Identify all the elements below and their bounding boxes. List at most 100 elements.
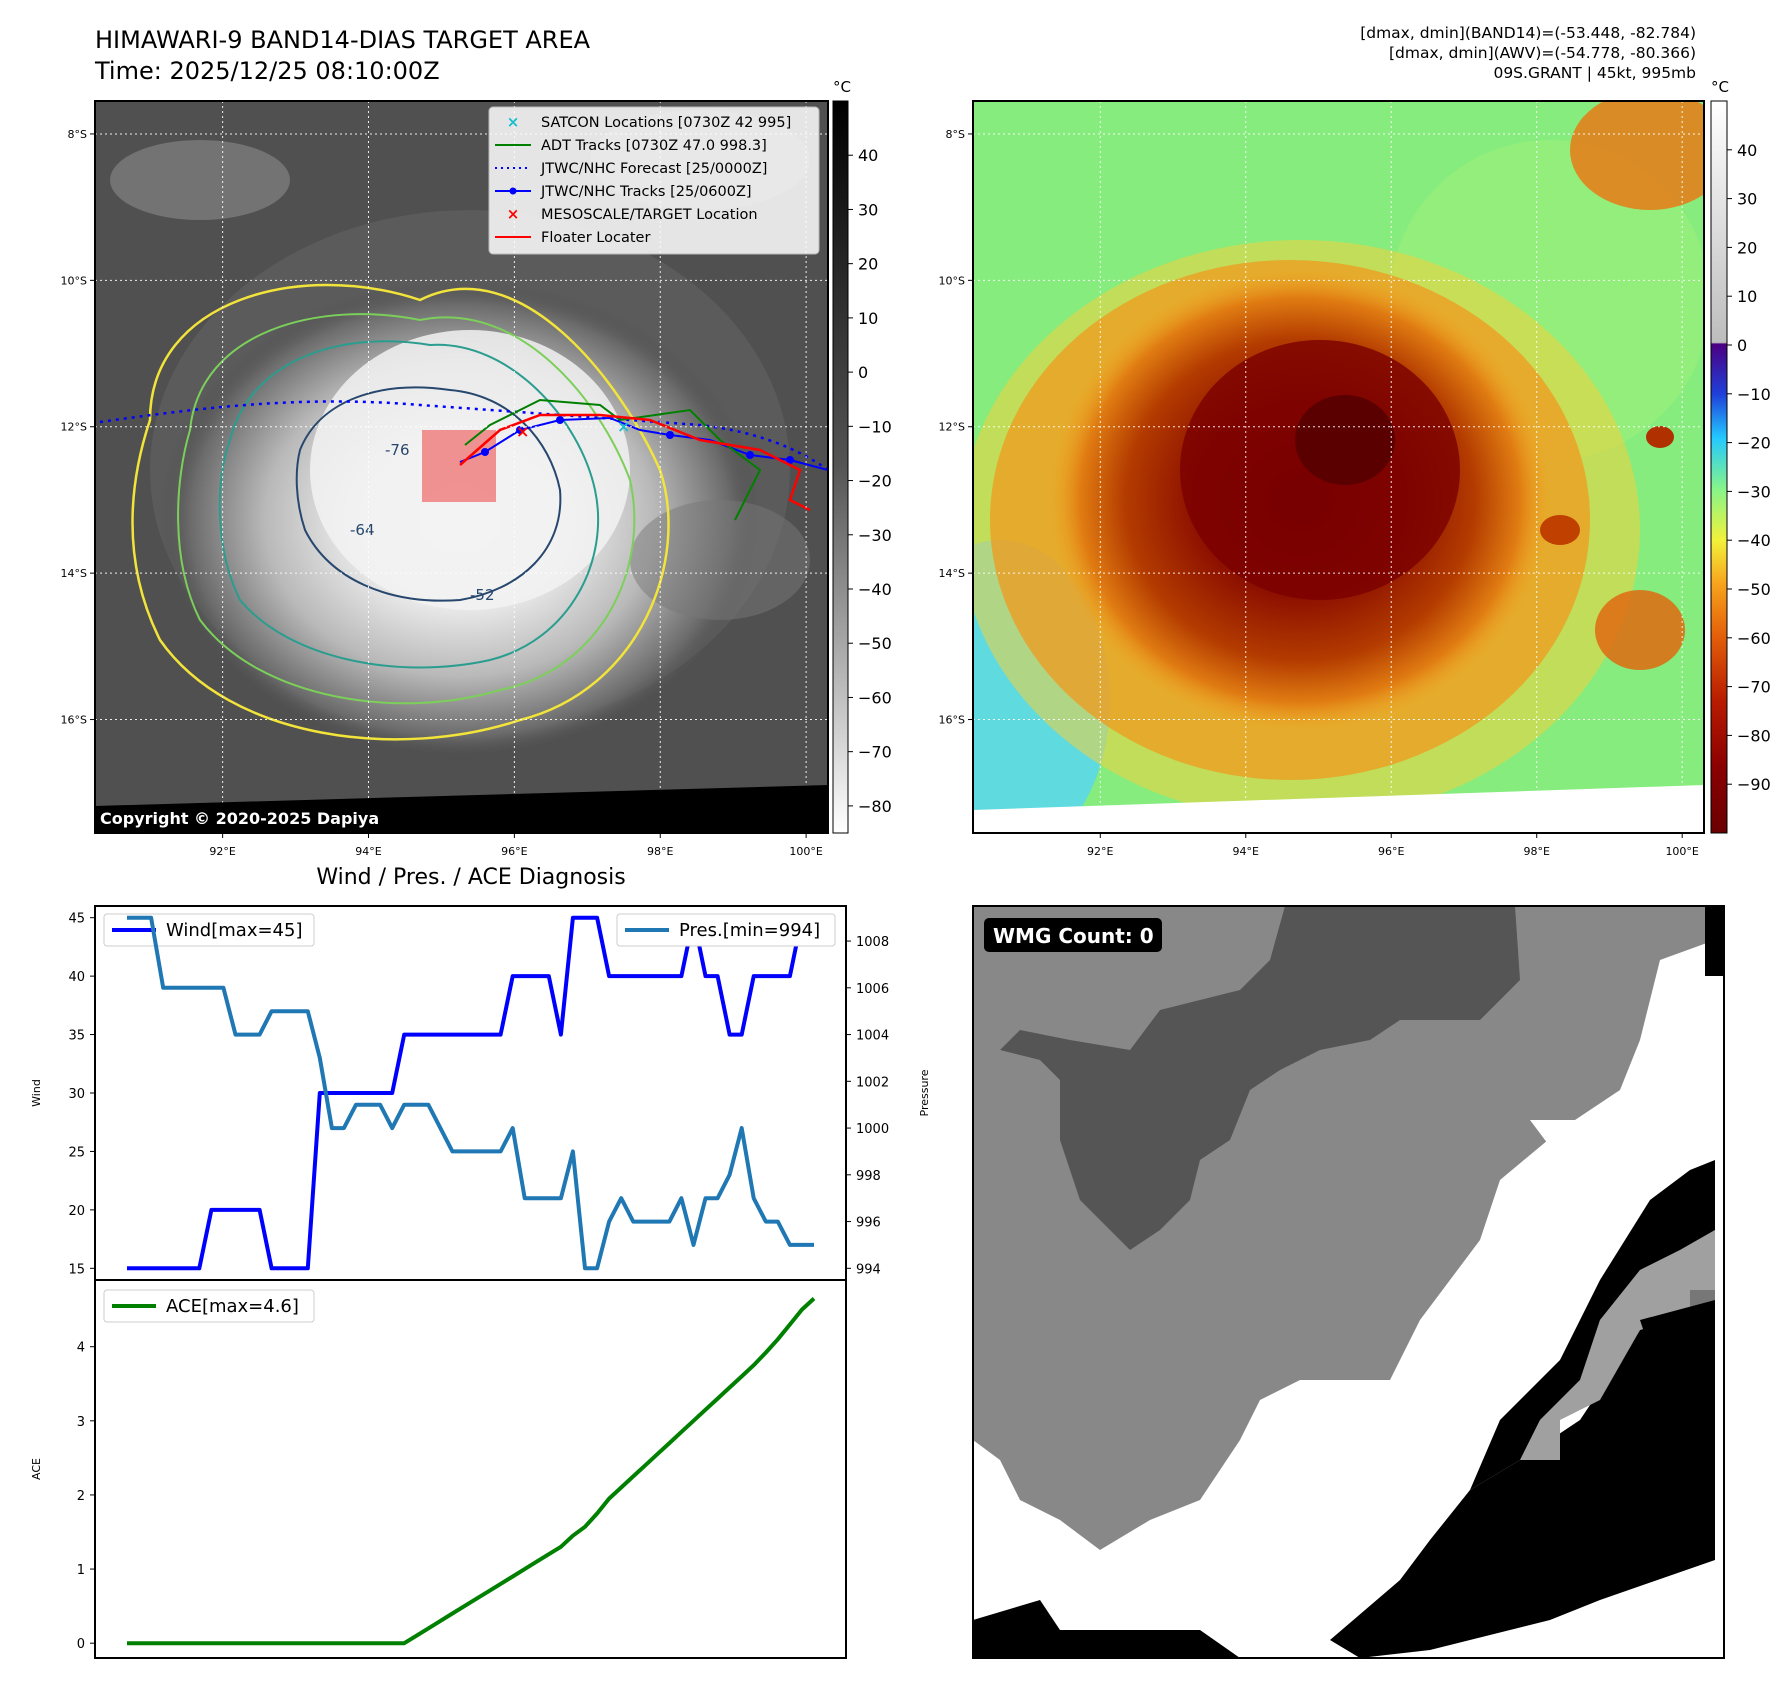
y-axis-label: Wind bbox=[30, 1079, 43, 1107]
colorbar-color: °C 40 30 20 10 0 −10 −20 −30 −40 −50 −60 −70 −80 −90 bbox=[1710, 78, 1771, 834]
colorbar-tick-label: 10 bbox=[858, 309, 878, 328]
colorbar-gray: °C 40 30 20 10 0 −10 −20 −30 −40 −50 −60 −70 −80 bbox=[832, 78, 892, 834]
y-tick-label: 25 bbox=[68, 1145, 85, 1160]
colorbar-tick-label: 40 bbox=[858, 146, 878, 165]
contour-label-64: -64 bbox=[350, 521, 375, 539]
colorbar-tick-label: −40 bbox=[1737, 531, 1771, 550]
colorbar-tick-label: −80 bbox=[1737, 726, 1771, 745]
y2-tick-label: 994 bbox=[856, 1262, 881, 1277]
figure-time: Time: 2025/12/25 08:10:00Z bbox=[95, 57, 440, 85]
series-line-pressure bbox=[127, 915, 814, 1271]
lon-label-b: 92°E bbox=[1087, 845, 1113, 858]
contour-green bbox=[177, 313, 636, 705]
colorbar-tick-label: −60 bbox=[1737, 629, 1771, 648]
y-axis-label: ACE bbox=[30, 1458, 43, 1480]
colorbar-tick-label: 20 bbox=[1737, 238, 1757, 257]
chart-legend-label: Pres.[min=994] bbox=[679, 920, 820, 941]
colorbar-tick-label: −30 bbox=[1737, 482, 1771, 501]
copyright-text: Copyright © 2020-2025 Dapiya bbox=[100, 809, 379, 828]
diagnosis-title: Wind / Pres. / ACE Diagnosis bbox=[316, 865, 625, 890]
y-tick-label: 4 bbox=[77, 1341, 85, 1356]
y-tick-label: 35 bbox=[68, 1029, 85, 1044]
info-line-band14: [dmax, dmin](BAND14)=(-53.448, -82.784) bbox=[1360, 24, 1696, 42]
chart-legend-label: Wind[max=45] bbox=[166, 920, 303, 941]
legend-label: Floater Locater bbox=[541, 230, 650, 246]
colorbar-tick-label: −20 bbox=[1737, 434, 1771, 453]
lat-label-b: 14°S bbox=[939, 567, 965, 580]
legend-label: JTWC/NHC Forecast [25/0000Z] bbox=[540, 161, 767, 177]
legend-item: JTWC/NHC Tracks [25/0600Z] bbox=[495, 184, 752, 200]
forecast-track bbox=[99, 400, 828, 472]
y-tick-label: 40 bbox=[68, 970, 85, 985]
legend-label: JTWC/NHC Tracks [25/0600Z] bbox=[540, 184, 752, 200]
lon-label-a: 94°E bbox=[355, 845, 381, 858]
lat-label-a: 16°S bbox=[61, 714, 87, 727]
y2-tick-label: 996 bbox=[856, 1216, 881, 1231]
series-line-wind bbox=[127, 915, 814, 1271]
colorbar-tick-label: 20 bbox=[858, 255, 878, 274]
colorbar-tick-label: −30 bbox=[858, 526, 892, 545]
legend-item: × MESOSCALE/TARGET Location bbox=[507, 205, 758, 223]
colorbar-tick-label: 40 bbox=[1737, 141, 1757, 160]
y-tick-label: 1 bbox=[77, 1563, 85, 1578]
legend-label: SATCON Locations [0730Z 42 995] bbox=[541, 115, 791, 131]
legend-item: × SATCON Locations [0730Z 42 995] bbox=[507, 113, 792, 131]
legend-label: MESOSCALE/TARGET Location bbox=[541, 207, 758, 223]
chart-legend-label: ACE[max=4.6] bbox=[166, 1296, 299, 1317]
contour-navy bbox=[295, 386, 562, 602]
adt-track bbox=[464, 398, 762, 521]
svg-text:×: × bbox=[617, 417, 630, 436]
lon-label-b: 94°E bbox=[1233, 845, 1259, 858]
y2-axis-label: Pressure bbox=[918, 1069, 931, 1116]
lat-label-a: 14°S bbox=[61, 567, 87, 580]
lon-label-a: 98°E bbox=[647, 845, 673, 858]
panel-color-ir bbox=[973, 101, 1704, 833]
y-tick-label: 20 bbox=[68, 1204, 85, 1219]
lon-label-b: 96°E bbox=[1378, 845, 1404, 858]
y2-tick-label: 1000 bbox=[856, 1122, 889, 1137]
y2-tick-label: 1002 bbox=[856, 1075, 889, 1090]
info-line-awv: [dmax, dmin](AWV)=(-54.778, -80.366) bbox=[1389, 44, 1696, 62]
contour-label-76: -76 bbox=[385, 441, 410, 459]
floater-track bbox=[459, 413, 811, 512]
lat-label-b: 16°S bbox=[939, 714, 965, 727]
colorbar-tick-label: −70 bbox=[858, 743, 892, 762]
colorbar-gray-unit: °C bbox=[833, 78, 851, 96]
colorbar-tick-label: −10 bbox=[858, 417, 892, 436]
colorbar-tick-label: 10 bbox=[1737, 287, 1757, 306]
contour-teal bbox=[218, 340, 600, 669]
y-tick-label: 15 bbox=[68, 1262, 85, 1277]
colorbar-tick-label: 30 bbox=[858, 200, 878, 219]
chart-legend-pressure: Pres.[min=994] bbox=[616, 913, 836, 947]
contour-label-52: -52 bbox=[470, 586, 495, 604]
y-tick-label: 2 bbox=[77, 1489, 85, 1504]
colorbar-tick-label: 0 bbox=[1737, 336, 1747, 355]
info-line-storm: 09S.GRANT | 45kt, 995mb bbox=[1493, 64, 1696, 82]
colorbar-tick-label: −20 bbox=[858, 472, 892, 491]
colorbar-tick-label: 0 bbox=[858, 363, 868, 382]
legend-marker-x: × bbox=[507, 113, 520, 131]
y-tick-label: 3 bbox=[77, 1415, 85, 1430]
chart-frame bbox=[94, 1279, 847, 1659]
jtwc-track bbox=[459, 416, 828, 471]
lon-label-a: 100°E bbox=[789, 845, 822, 858]
ace-chart: 0 1 2 3 4 ACE ACE[max=4.6] bbox=[30, 1279, 847, 1659]
lon-label-b: 98°E bbox=[1523, 845, 1549, 858]
colorbar-tick-label: −50 bbox=[1737, 580, 1771, 599]
colorbar-tick-label: 30 bbox=[1737, 190, 1757, 209]
wind-pressure-chart: 15 20 25 30 35 40 45 Wind 994 996 998 1000 1002 1004 1… bbox=[30, 905, 931, 1281]
chart-legend-ace: ACE[max=4.6] bbox=[103, 1289, 315, 1323]
legend-item: Floater Locater bbox=[495, 230, 650, 246]
legend-dot bbox=[509, 187, 517, 195]
legend-marker-x: × bbox=[507, 205, 520, 223]
floater-box bbox=[422, 430, 496, 502]
lat-label-a: 10°S bbox=[61, 274, 87, 287]
y2-tick-label: 998 bbox=[856, 1169, 881, 1184]
lon-label-a: 92°E bbox=[209, 845, 235, 858]
series-line-ace bbox=[127, 1297, 816, 1646]
lat-label-b: 8°S bbox=[946, 128, 965, 141]
y2-tick-label: 1008 bbox=[856, 935, 889, 950]
y-tick-label: 30 bbox=[68, 1087, 85, 1102]
colorbar-color-unit: °C bbox=[1711, 78, 1729, 96]
